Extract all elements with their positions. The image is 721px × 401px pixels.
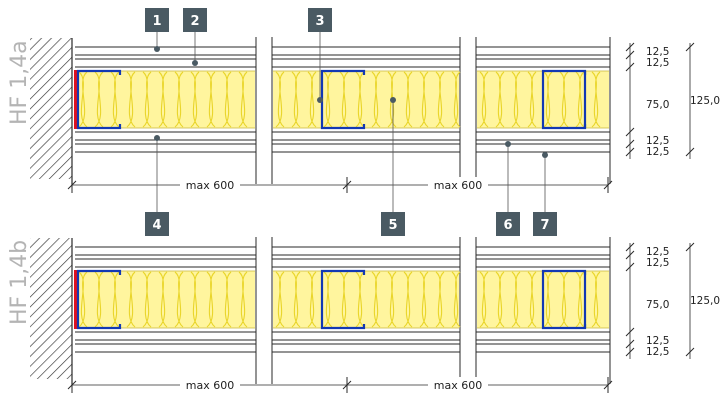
- variant-label: HF 1,4b: [7, 240, 32, 325]
- callout-badge: [308, 8, 332, 32]
- insulation-fill: [273, 71, 459, 128]
- dimension-value: 75,0: [646, 299, 669, 311]
- insulation-wave: [479, 271, 601, 328]
- callout-number: 4: [152, 218, 161, 233]
- callout-badge: [496, 212, 520, 236]
- spacing-label: max 600: [186, 179, 234, 192]
- dimension-value: 12,5: [646, 335, 669, 347]
- spacing-label: max 600: [186, 379, 234, 392]
- callout-badge: [183, 8, 207, 32]
- insulation-fill: [76, 71, 255, 128]
- dimension-total-value: 125,0: [690, 295, 720, 307]
- callout-badge: [145, 8, 169, 32]
- dimension-tick: [625, 42, 635, 52]
- dimension-tick: [625, 339, 635, 349]
- callout-badge: [381, 212, 405, 236]
- dimension-tick: [625, 242, 635, 252]
- callout-dot: [505, 141, 511, 147]
- dimension-tick: [625, 347, 635, 357]
- dimension-total-value: 125,0: [690, 95, 720, 107]
- dimension-tick: [625, 262, 635, 272]
- dimension-value: 12,5: [646, 257, 669, 269]
- sealant-strip: [74, 70, 78, 129]
- callout-6: 6: [496, 141, 520, 236]
- callout-dot: [154, 46, 160, 52]
- spacing-tick: [67, 380, 77, 390]
- callout-5: 5: [381, 97, 405, 236]
- dimension-tick: [625, 127, 635, 137]
- callout-dot: [542, 152, 548, 158]
- dimension-value: 12,5: [646, 46, 669, 58]
- callout-7: 7: [533, 152, 557, 236]
- callout-dot: [154, 135, 160, 141]
- dimension-tick: [625, 62, 635, 72]
- spacing-label: max 600: [434, 179, 482, 192]
- label-bg: [428, 177, 488, 191]
- insulation-fill: [273, 271, 459, 328]
- spacing-tick: [603, 380, 613, 390]
- dimension-tick: [685, 42, 695, 52]
- callout-number: 3: [315, 14, 324, 29]
- callout-badge: [145, 212, 169, 236]
- insulation-wave: [275, 271, 461, 328]
- callout-number: 1: [152, 14, 161, 29]
- spacing-tick: [67, 180, 77, 190]
- wall-hatch: [30, 38, 72, 179]
- callout-number: 5: [388, 218, 397, 233]
- callout-dot: [192, 60, 198, 66]
- dimension-value: 75,0: [646, 99, 669, 111]
- spacing-label: max 600: [434, 379, 482, 392]
- steel-stud-profile: [320, 269, 366, 330]
- dimension-tick: [685, 242, 695, 252]
- insulation-wave: [275, 71, 461, 128]
- insulation-wave: [78, 71, 248, 128]
- label-bg: [428, 377, 488, 391]
- steel-stud-profile: [76, 269, 122, 330]
- callout-dot: [317, 97, 323, 103]
- callout-dot: [390, 97, 396, 103]
- dimension-value: 12,5: [646, 146, 669, 158]
- dimension-tick: [625, 50, 635, 60]
- steel-stud-profile: [76, 69, 122, 130]
- dimension-tick: [625, 327, 635, 337]
- insulation-wave: [479, 71, 601, 128]
- spacing-tick: [342, 380, 352, 390]
- dimension-tick: [625, 139, 635, 149]
- callout-badge: [533, 212, 557, 236]
- callout-4: 4: [145, 135, 169, 236]
- callout-1: 1: [145, 8, 169, 52]
- spacing-tick: [603, 180, 613, 190]
- dimension-value: 12,5: [646, 246, 669, 258]
- variant-label: HF 1,4a: [7, 40, 32, 125]
- insulation-wave: [78, 271, 248, 328]
- callout-number: 6: [503, 218, 512, 233]
- dimension-value: 12,5: [646, 346, 669, 358]
- insulation-fill: [76, 271, 255, 328]
- wall-hatch: [30, 238, 72, 379]
- callout-number: 7: [540, 218, 549, 233]
- dimension-tick: [625, 147, 635, 157]
- dimension-tick: [685, 147, 695, 157]
- callout-2: 2: [183, 8, 207, 66]
- dimension-value: 12,5: [646, 57, 669, 69]
- callout-number: 2: [190, 14, 199, 29]
- label-bg: [180, 377, 240, 391]
- dimension-value: 12,5: [646, 135, 669, 147]
- label-bg: [180, 177, 240, 191]
- sealant-strip: [74, 270, 78, 329]
- dimension-tick: [685, 347, 695, 357]
- callout-3: 3: [308, 8, 332, 103]
- spacing-tick: [342, 180, 352, 190]
- dimension-tick: [625, 250, 635, 260]
